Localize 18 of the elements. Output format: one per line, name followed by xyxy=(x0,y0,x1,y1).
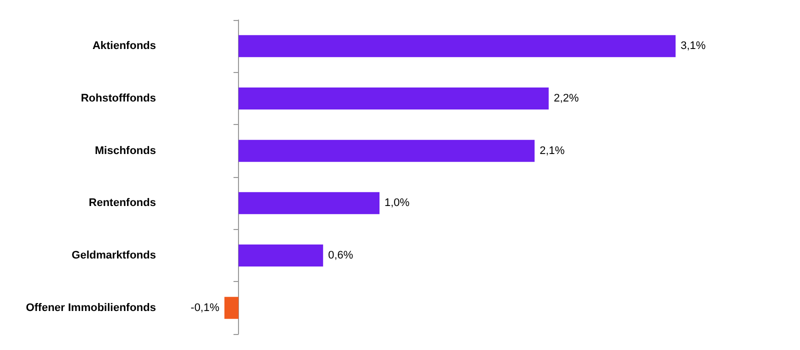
data-label: 3,1% xyxy=(680,40,706,52)
bar xyxy=(238,140,535,162)
data-label: 1,0% xyxy=(384,197,410,210)
data-label: 2,1% xyxy=(540,144,565,157)
y-tick-label: Mischfonds xyxy=(94,144,156,157)
y-tick-label: Aktienfonds xyxy=(92,40,156,52)
data-label: 0,6% xyxy=(328,250,354,262)
y-tick-label: Offener Immobilienfonds xyxy=(26,302,156,314)
bar xyxy=(238,192,380,214)
data-label: 2,2% xyxy=(554,92,579,104)
bar xyxy=(238,88,549,110)
bar xyxy=(238,244,324,266)
bar xyxy=(224,296,238,319)
y-tick-label: Rohstofffonds xyxy=(80,92,156,104)
data-label: -0,1% xyxy=(190,302,220,314)
y-tick-label: Geldmarktfonds xyxy=(72,250,156,262)
y-tick-label: Rentenfonds xyxy=(88,197,156,210)
bar xyxy=(238,35,676,58)
